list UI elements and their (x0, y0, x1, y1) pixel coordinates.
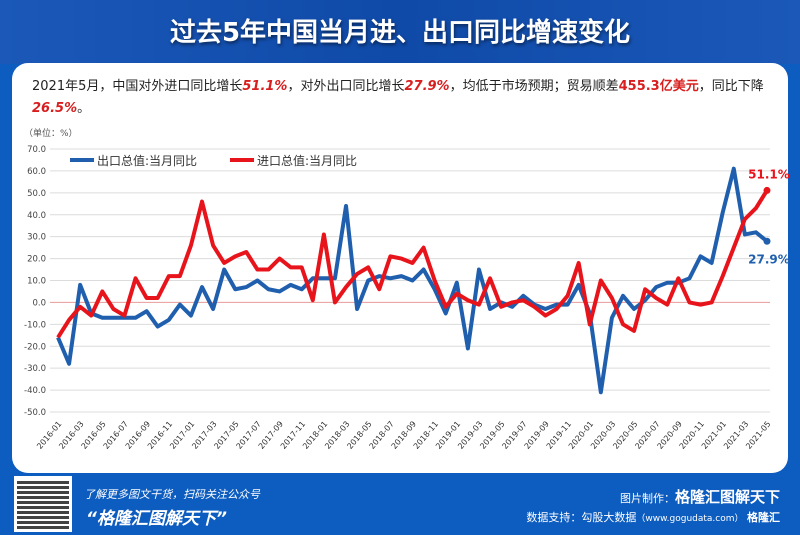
brand-logo: 格隆汇 (747, 511, 780, 524)
footer-tagline: 了解更多图文干货，扫码关注公众号 (84, 488, 260, 501)
summary-part: ，均低于市场预期；贸易顺差 (449, 79, 619, 94)
import-end-label: 51.1% (748, 167, 790, 181)
summary-part: 。 (77, 101, 91, 116)
y-tick-label: -30.0 (24, 364, 46, 374)
y-tick-label: 10.0 (27, 277, 46, 287)
summary-text: 2021年5月，中国对外进口同比增长51.1%，对外出口同比增长27.9%，均低… (32, 76, 772, 120)
content-card (12, 63, 788, 473)
y-tick-label: 40.0 (27, 211, 46, 221)
surplus-decline-value: 26.5% (32, 101, 78, 116)
trade-surplus-value: 455.3亿美元 (618, 79, 699, 94)
unit-label: （单位：%） (24, 129, 78, 139)
qr-code (14, 476, 72, 532)
y-tick-label: -20.0 (24, 342, 46, 352)
y-tick-label: 50.0 (27, 189, 46, 199)
source-label: 数据支持：勾股大数据 (526, 511, 637, 524)
import-point (763, 186, 771, 194)
summary-part: ，同比下降 (698, 79, 764, 94)
y-tick-label: -10.0 (24, 320, 46, 330)
y-tick-label: 60.0 (27, 167, 46, 177)
line-chart: 70.0 60.0 50.0 40.0 30.0 20.0 10.0 0.0 -10.0 -20.… (24, 145, 790, 451)
maker-label: 图片制作： (619, 492, 675, 505)
maker-name: 格隆汇图解天下 (674, 488, 780, 506)
y-tick-label: 20.0 (27, 255, 46, 265)
legend-label: 出口总值:当月同比 (97, 153, 197, 168)
summary-part: ，对外出口同比增长 (287, 79, 405, 94)
import-series-line (56, 189, 769, 339)
export-point (763, 237, 771, 245)
y-tick-label: -40.0 (24, 386, 46, 396)
import-growth-value: 51.1% (242, 79, 288, 94)
y-tick-label: 70.0 (27, 145, 46, 155)
page-title: 过去5年中国当月进、出口同比增速变化 (169, 18, 631, 48)
y-tick-label: -50.0 (24, 408, 46, 418)
footer-maker: 图片制作：格隆汇图解天下 (620, 486, 780, 507)
qr-code-image (17, 479, 69, 529)
source-url: （www.gogudata.com） (636, 514, 744, 524)
y-tick-label: 30.0 (27, 233, 46, 243)
footer-source: 数据支持：勾股大数据（www.gogudata.com） 格隆汇 (526, 509, 780, 525)
export-end-label: 27.9% (748, 252, 790, 266)
footer-account: “格隆汇图解天下” (86, 509, 227, 529)
summary-part: 2021年5月，中国对外进口同比增长 (32, 79, 243, 94)
y-tick-label: 0.0 (32, 298, 46, 308)
header-band (0, 0, 800, 64)
export-growth-value: 27.9% (404, 79, 450, 94)
legend-label: 进口总值:当月同比 (257, 153, 357, 168)
